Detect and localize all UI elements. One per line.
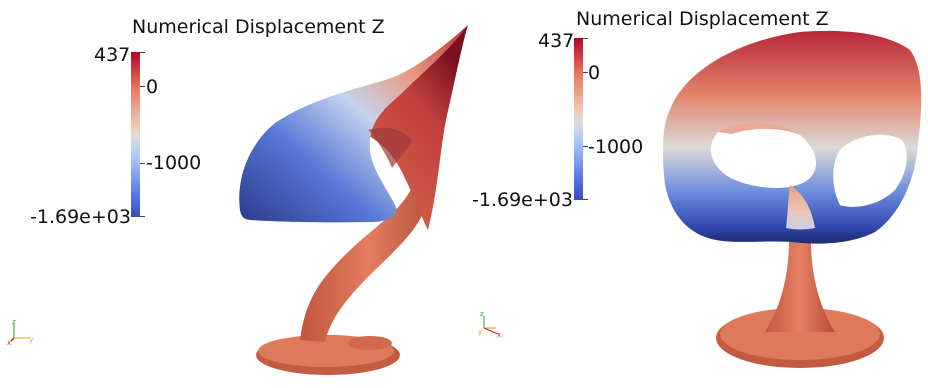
colorbar-tick (140, 216, 145, 217)
colorbar (574, 38, 583, 200)
chair-stem (300, 120, 440, 342)
colorbar-mid-label: 0 (588, 62, 601, 84)
colorbar-mid-label: -1000 (146, 152, 202, 174)
chair-stem (765, 215, 835, 332)
chair-front-render[interactable] (470, 0, 928, 388)
colorbar-tick (140, 86, 145, 87)
colorbar-tick (583, 38, 588, 39)
colorbar-title: Numerical Displacement Z (132, 16, 385, 38)
render-view-right[interactable]: Numerical Displacement Z 437 0 -1000 -1.… (470, 0, 928, 388)
chair-base (716, 308, 884, 368)
colorbar (131, 52, 140, 217)
axis-y-label: y (29, 336, 33, 344)
colorbar-tick (140, 163, 145, 164)
chair-seat-opening-left (710, 122, 817, 188)
axis-y-label: y (478, 328, 482, 336)
chair-side-render[interactable] (0, 0, 470, 388)
colorbar-tick (583, 199, 588, 200)
colorbar-min-label: -1.69e+03 (30, 206, 131, 228)
colorbar-max-label: 437 (94, 44, 131, 66)
chair-base (256, 335, 400, 375)
colorbar-mid-label: -1000 (588, 136, 644, 158)
axis-x-label: x (7, 339, 11, 346)
colorbar-tick (140, 52, 145, 53)
axis-z-label: z (480, 310, 484, 318)
colorbar-tick (583, 72, 588, 73)
colorbar-tick (583, 146, 588, 147)
colorbar-min-label: -1.69e+03 (472, 189, 573, 211)
chair-back-shell (360, 25, 468, 230)
colorbar-title: Numerical Displacement Z (576, 8, 829, 30)
colorbar-max-label: 437 (538, 30, 575, 52)
render-view-left[interactable]: Numerical Displacement Z 437 0 -1000 -1.… (0, 0, 470, 388)
colorbar-mid-label: 0 (146, 76, 159, 98)
orientation-axes: z y x (474, 308, 504, 338)
chair-seat-opening-right (833, 134, 907, 207)
orientation-axes: z y x (6, 316, 36, 346)
axis-z-label: z (12, 318, 16, 326)
chair-seat-shell (239, 25, 468, 223)
axis-x-label: x (497, 331, 501, 338)
